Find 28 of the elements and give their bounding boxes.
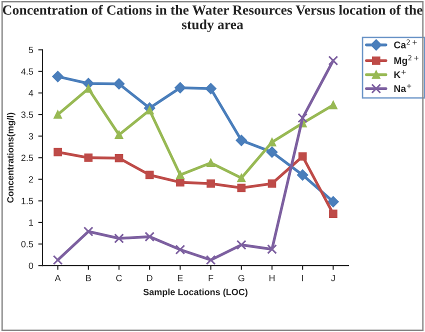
legend-label: K$^{+}$ [394, 70, 406, 78]
y-tick-label: 1 [29, 220, 34, 226]
x-tick-label: H [269, 274, 275, 282]
y-tick-label: 3 [28, 133, 34, 140]
y-tick-label: 0 [28, 262, 34, 269]
x-tick-label: J [331, 274, 335, 282]
y-tick-label: 4 [28, 90, 34, 96]
chart-title: Concentration of Cations in the Water Resources Versus location of the study area [2, 4, 422, 32]
x-tick-label: I [302, 274, 304, 282]
y-tick-label: 2 [28, 176, 34, 183]
legend-label: Na$^{+}$ [394, 84, 412, 92]
y-tick-label: 4.5 [21, 68, 34, 75]
y-tick-label: 5 [28, 46, 34, 54]
legend-label: Ca$^{2+}$ [394, 39, 417, 48]
x-tick-label: D [147, 274, 152, 282]
x-axis-title: Sample Locations (LOC) [143, 288, 248, 298]
legend-label: Mg$^{2+}$ [394, 55, 418, 66]
x-tick-label: F [208, 274, 214, 282]
y-tick-label: 3.5 [21, 112, 34, 118]
y-tick-label: 0.5 [21, 240, 34, 248]
x-tick-label: E [178, 274, 183, 282]
x-tick-label: A [54, 274, 61, 282]
y-tick-label: 2.5 [21, 154, 34, 162]
y-axis-title: Concentrations(mg/l) [6, 112, 16, 203]
x-tick-label: B [86, 274, 91, 282]
y-tick-label: 1.5 [22, 198, 34, 204]
x-tick-label: C [116, 274, 122, 282]
x-tick-label: G [238, 274, 244, 282]
